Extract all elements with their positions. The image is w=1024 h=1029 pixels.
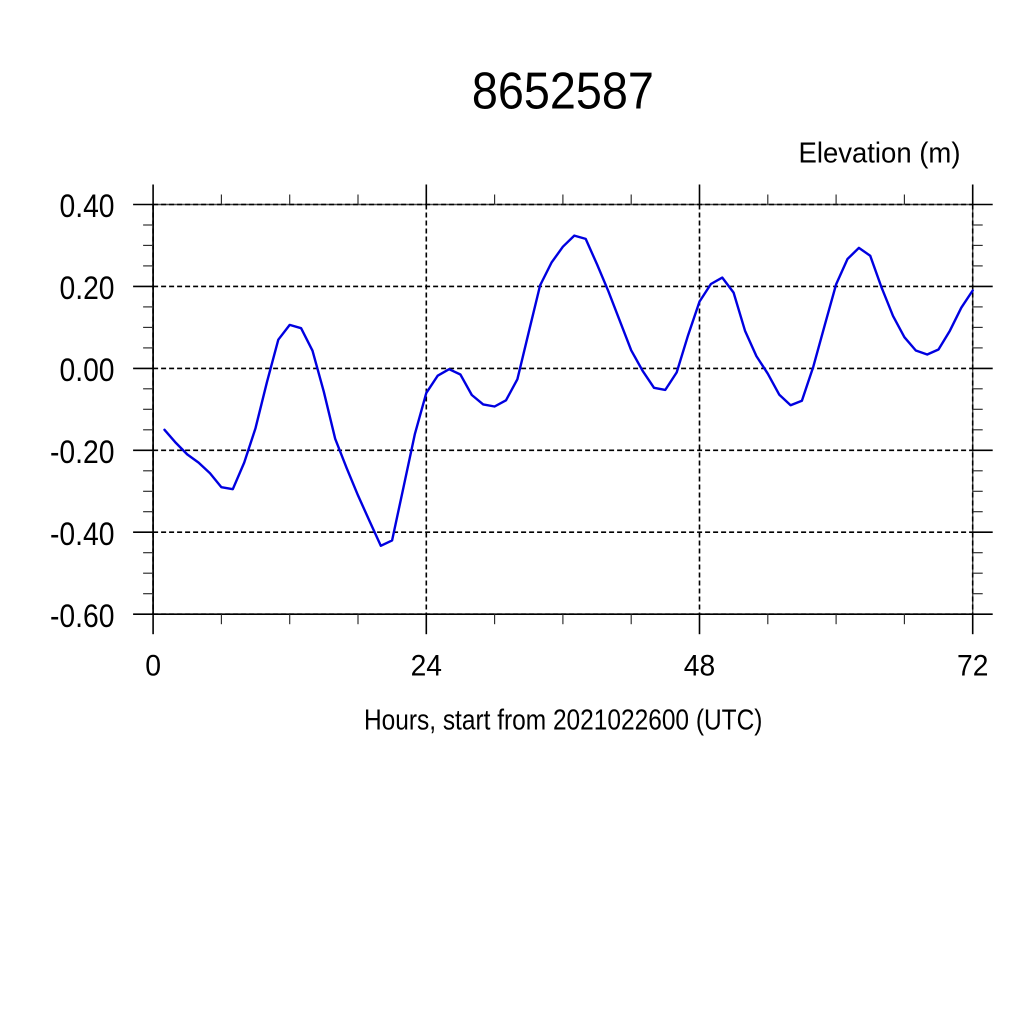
svg-text:Hours, start from 2021022600 (: Hours, start from 2021022600 (UTC) bbox=[364, 705, 763, 737]
svg-text:-0.60: -0.60 bbox=[50, 598, 115, 634]
svg-text:72: 72 bbox=[957, 650, 988, 683]
svg-text:48: 48 bbox=[684, 650, 715, 683]
svg-text:0.20: 0.20 bbox=[60, 270, 115, 306]
svg-text:-0.20: -0.20 bbox=[50, 434, 115, 470]
svg-text:Elevation (m): Elevation (m) bbox=[799, 138, 961, 170]
svg-text:24: 24 bbox=[411, 650, 442, 683]
svg-text:0: 0 bbox=[145, 650, 161, 683]
svg-text:0.00: 0.00 bbox=[60, 352, 115, 388]
svg-text:8652587: 8652587 bbox=[472, 63, 654, 121]
svg-text:-0.40: -0.40 bbox=[50, 516, 115, 552]
svg-text:0.40: 0.40 bbox=[60, 188, 115, 224]
